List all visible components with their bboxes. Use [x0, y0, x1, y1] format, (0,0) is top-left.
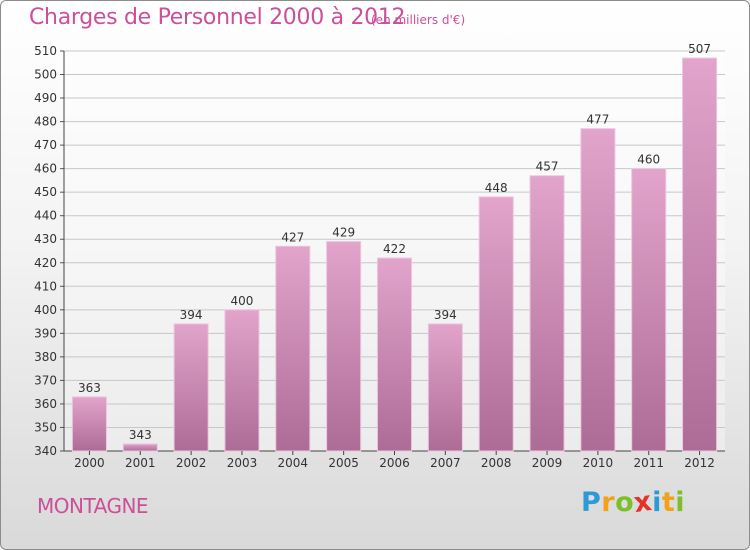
- bar-2002: [173, 323, 209, 452]
- bar-2012: [682, 57, 718, 452]
- logo-letter: r: [601, 487, 616, 518]
- logo-letter: t: [661, 487, 676, 518]
- y-tick-label: 420: [34, 256, 57, 270]
- x-tick-label: 2009: [532, 456, 563, 470]
- y-tick-label: 340: [34, 444, 57, 458]
- y-tick-label: 490: [34, 91, 57, 105]
- bar-2011: [631, 168, 667, 452]
- bar-2003: [224, 309, 260, 452]
- y-tick-label: 360: [34, 397, 57, 411]
- bar-2005: [326, 241, 362, 452]
- x-tick-label: 2011: [633, 456, 664, 470]
- commune-name: MONTAGNE: [37, 494, 149, 518]
- x-tick-label: 2004: [278, 456, 309, 470]
- data-label: 429: [332, 226, 355, 240]
- x-tick-label: 2001: [125, 456, 156, 470]
- bar-2006: [376, 257, 413, 452]
- data-label: 427: [281, 230, 304, 244]
- logo-letter: i: [652, 487, 662, 518]
- y-tick-label: 450: [34, 185, 57, 199]
- data-label: 363: [78, 381, 101, 395]
- bar-2010: [580, 128, 616, 452]
- y-tick-label: 390: [34, 326, 57, 340]
- y-tick-label: 480: [34, 115, 57, 129]
- data-label: 400: [231, 294, 254, 308]
- x-tick-label: 2002: [176, 456, 207, 470]
- y-tick-label: 430: [34, 232, 57, 246]
- y-tick-label: 350: [34, 420, 57, 434]
- data-label: 477: [586, 113, 609, 127]
- x-tick-label: 2007: [430, 456, 461, 470]
- bar-2004: [275, 245, 311, 452]
- logo-letter: i: [675, 487, 686, 518]
- chart-subtitle: (en milliers d'€): [371, 13, 466, 27]
- y-tick-label: 460: [34, 162, 57, 176]
- x-tick-label: 2000: [74, 456, 105, 470]
- logo-letter: o: [615, 487, 635, 518]
- bar-2008: [478, 196, 514, 452]
- data-label: 457: [536, 160, 559, 174]
- chart-title: Charges de Personnel 2000 à 2012: [29, 5, 406, 30]
- x-tick-label: 2012: [684, 456, 715, 470]
- x-tick-label: 2006: [379, 456, 410, 470]
- x-tick-label: 2005: [328, 456, 359, 470]
- proxiti-logo[interactable]: Proxiti: [581, 485, 686, 520]
- x-tick-label: 2003: [227, 456, 258, 470]
- y-tick-label: 370: [34, 373, 57, 387]
- bar-2001: [122, 443, 158, 452]
- data-label: 448: [485, 181, 508, 195]
- y-tick-label: 500: [34, 68, 57, 82]
- data-label: 507: [688, 42, 711, 56]
- x-tick-label: 2008: [481, 456, 512, 470]
- data-label: 460: [637, 153, 660, 167]
- data-label: 343: [129, 428, 152, 442]
- bar-2000: [71, 396, 107, 452]
- y-tick-label: 410: [34, 279, 57, 293]
- data-label: 394: [434, 308, 457, 322]
- data-label: 394: [180, 308, 203, 322]
- y-tick-label: 380: [34, 350, 57, 364]
- x-tick-label: 2010: [583, 456, 614, 470]
- y-tick-label: 400: [34, 303, 57, 317]
- logo-letter: P: [581, 487, 602, 518]
- data-label: 422: [383, 242, 406, 256]
- bar-2007: [427, 323, 463, 452]
- y-tick-label: 440: [34, 209, 57, 223]
- logo-letter: x: [632, 485, 655, 520]
- y-tick-label: 510: [34, 44, 57, 58]
- y-tick-label: 470: [34, 138, 57, 152]
- bar-2009: [529, 175, 565, 452]
